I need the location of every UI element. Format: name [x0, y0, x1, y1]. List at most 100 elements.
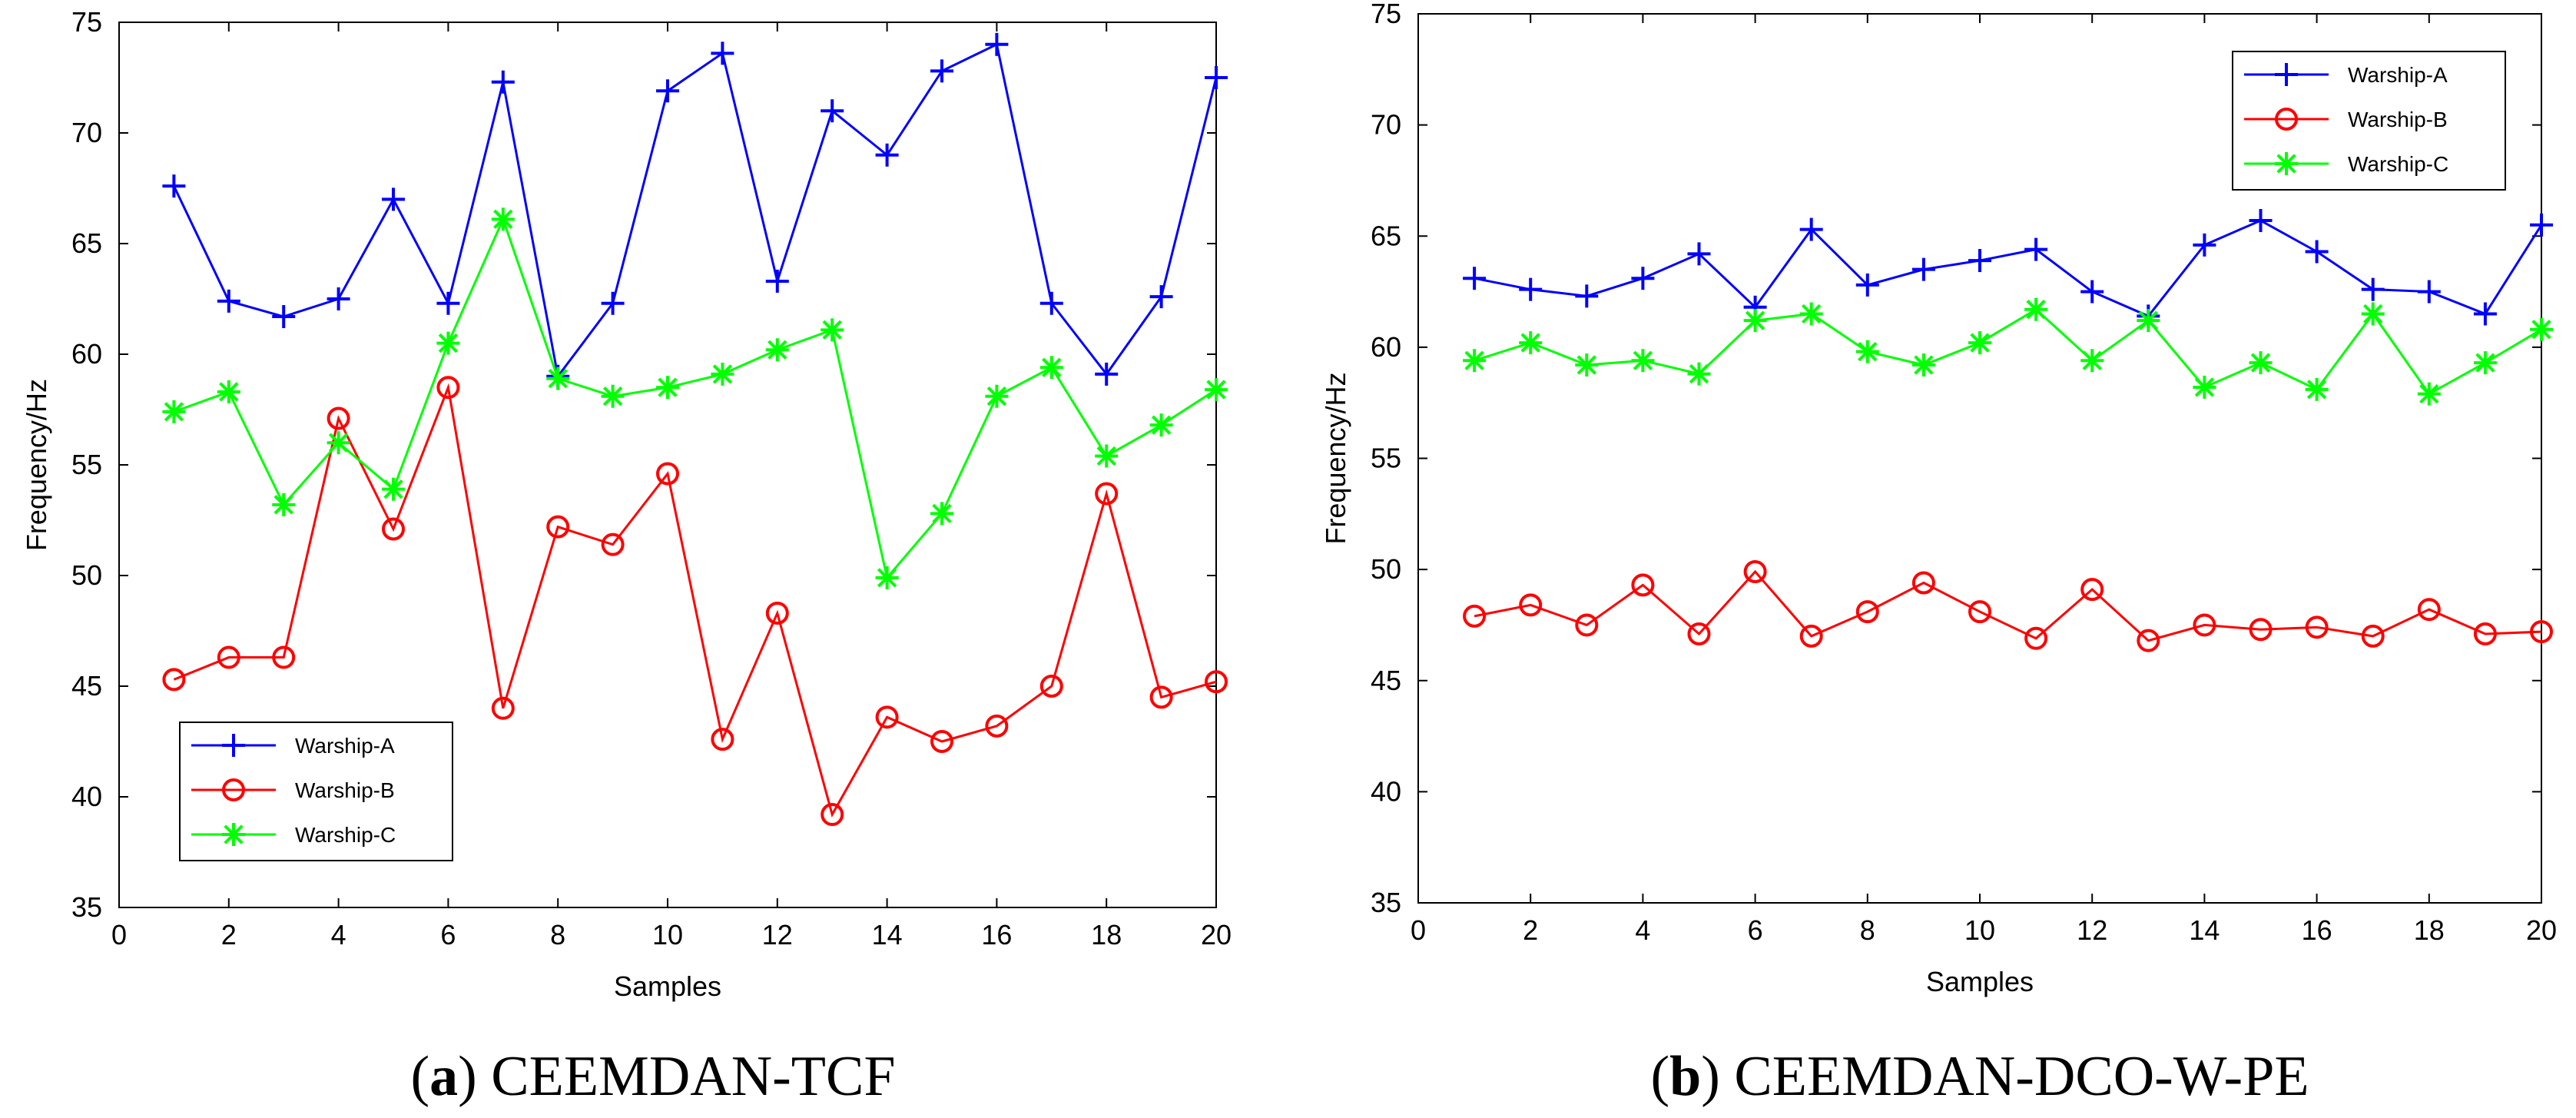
- data-point: [1855, 600, 1879, 624]
- data-point: [821, 803, 844, 827]
- data-point: [272, 493, 296, 516]
- data-point: [875, 705, 899, 729]
- data-point: [1463, 349, 1487, 373]
- y-axis: 35 40 45 50 55 60 65 70 75: [1371, 0, 2541, 918]
- data-point: [2530, 213, 2553, 237]
- legend-item: Warship-C: [191, 823, 396, 847]
- data-point: [382, 477, 405, 501]
- data-point: [217, 289, 240, 313]
- data-point: [601, 532, 625, 556]
- data-point: [1968, 331, 1991, 355]
- x-tick-label: 16: [981, 919, 1012, 950]
- y-tick-label: 35: [1371, 887, 1401, 918]
- y-tick-label: 35: [71, 891, 102, 923]
- data-point: [1519, 277, 1543, 301]
- data-point: [2305, 240, 2329, 264]
- data-point: [1519, 331, 1543, 355]
- data-point: [162, 668, 186, 692]
- data-point: [2024, 237, 2048, 261]
- series-line: [173, 42, 1218, 380]
- x-tick-label: 8: [1860, 914, 1875, 946]
- y-axis-label: Frequency/Hz: [21, 379, 52, 551]
- x-tick-label: 6: [1748, 914, 1763, 946]
- data-point: [1149, 285, 1173, 309]
- data-point: [1743, 309, 1767, 333]
- caption-paren-open: (: [1650, 1045, 1669, 1108]
- data-point: [930, 730, 953, 753]
- data-point: [2305, 377, 2329, 401]
- x-tick-label: 20: [1201, 919, 1232, 950]
- data-point: [1855, 273, 1879, 297]
- data-point: [436, 331, 460, 355]
- data-point: [985, 32, 1009, 56]
- x-tick-label: 20: [2526, 914, 2557, 946]
- x-tick-label: 18: [1091, 919, 1122, 950]
- y-tick-label: 70: [71, 117, 102, 148]
- legend-label: Warship-C: [295, 823, 396, 847]
- data-point: [1575, 284, 1599, 308]
- data-point: [1911, 571, 1935, 595]
- data-point: [2473, 622, 2497, 646]
- data-point: [656, 79, 679, 103]
- caption-text: ) CEEMDAN-DCO-W-PE: [1701, 1045, 2309, 1108]
- data-point: [1149, 685, 1173, 709]
- data-point: [2137, 629, 2160, 652]
- data-point: [1095, 482, 1119, 506]
- data-point: [327, 406, 350, 430]
- legend-marker: [222, 778, 245, 801]
- y-tick-label: 50: [71, 559, 102, 591]
- data-point: [162, 400, 186, 423]
- series-warship-b: [162, 376, 1228, 827]
- x-tick-label: 6: [440, 919, 456, 950]
- legend-marker: [2275, 152, 2298, 175]
- y-tick-label: 70: [1371, 109, 1401, 141]
- panel-caption: (b) CEEMDAN-DCO-W-PE: [1650, 1045, 2309, 1108]
- x-axis: 0 2 4 6 8 10 12 14 16 18 20: [1411, 14, 2557, 946]
- data-point: [491, 70, 515, 94]
- data-point: [875, 143, 899, 167]
- x-tick-label: 16: [2302, 914, 2332, 946]
- data-point: [1631, 573, 1655, 597]
- series-line: [1474, 307, 2542, 396]
- y-axis: 35 40 45 50 55 60 65 70 75: [71, 6, 1216, 923]
- x-axis-label: Samples: [614, 970, 721, 1002]
- data-point: [2080, 280, 2104, 304]
- data-point: [2080, 578, 2104, 602]
- data-point: [2080, 349, 2104, 373]
- data-point: [327, 287, 350, 310]
- data-point: [765, 338, 789, 362]
- data-point: [821, 99, 844, 123]
- data-point: [1575, 353, 1599, 377]
- data-point: [2249, 618, 2273, 642]
- data-point: [1911, 257, 1935, 281]
- data-point: [2417, 598, 2441, 622]
- series-warship-c: [162, 207, 1228, 589]
- data-point: [217, 645, 240, 669]
- data-point: [1911, 353, 1935, 377]
- legend-item: Warship-B: [191, 778, 395, 802]
- legend-marker: [222, 734, 245, 757]
- data-point: [1205, 378, 1228, 402]
- legend-marker: [2275, 63, 2298, 86]
- data-point: [601, 291, 625, 315]
- data-point: [765, 269, 789, 293]
- data-point: [2249, 351, 2273, 375]
- data-point: [1743, 560, 1767, 584]
- data-point: [2193, 613, 2216, 637]
- legend-marker: [2275, 108, 2298, 131]
- y-tick-label: 60: [71, 338, 102, 370]
- data-point: [272, 305, 296, 329]
- y-tick-label: 40: [1371, 775, 1401, 807]
- data-point: [382, 517, 405, 541]
- legend-label: Warship-A: [295, 734, 395, 758]
- data-point: [711, 362, 734, 386]
- legend-item: Warship-C: [2244, 152, 2448, 176]
- caption-letter: b: [1669, 1045, 1701, 1108]
- data-point: [1968, 600, 1991, 624]
- x-tick-label: 12: [2077, 914, 2107, 946]
- panel-caption: (a) CEEMDAN-TCF: [410, 1045, 895, 1108]
- legend-item: Warship-A: [2244, 63, 2448, 87]
- data-point: [1463, 604, 1487, 628]
- series-warship-a: [162, 32, 1228, 388]
- data-point: [930, 59, 953, 83]
